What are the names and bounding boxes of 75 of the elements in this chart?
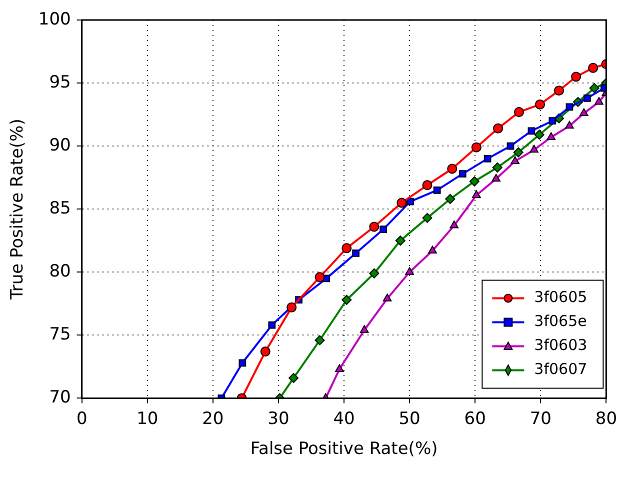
point: [506, 142, 514, 150]
y-tick-label: 70: [49, 388, 71, 408]
point: [513, 147, 524, 158]
point: [286, 302, 297, 312]
x-tick-label: 0: [76, 408, 88, 429]
y-tick-label: 100: [38, 9, 71, 30]
x-tick-label: 70: [530, 408, 552, 429]
x-tick-label: 60: [464, 408, 486, 429]
y-tick-label: 85: [49, 198, 71, 219]
point: [534, 99, 545, 110]
point: [396, 198, 407, 208]
y-axis-title: True Positive Rate(%): [8, 118, 28, 301]
point: [566, 103, 574, 111]
x-tick-label: 50: [398, 408, 420, 429]
point: [492, 162, 502, 172]
point: [360, 325, 369, 333]
point: [369, 222, 380, 232]
y-tick-label: 80: [49, 262, 71, 282]
point: [528, 127, 536, 135]
x-tick-label: 30: [268, 408, 290, 429]
point: [238, 359, 246, 367]
point: [583, 94, 591, 102]
point: [288, 373, 299, 384]
point: [469, 176, 480, 186]
point: [458, 170, 466, 178]
point: [450, 220, 459, 228]
point: [260, 346, 270, 357]
point: [422, 180, 432, 190]
point: [342, 294, 352, 305]
point: [382, 294, 392, 302]
point: [580, 108, 588, 116]
point: [548, 117, 556, 125]
point: [268, 321, 276, 329]
point: [588, 62, 598, 73]
point: [514, 107, 524, 118]
point: [314, 272, 325, 282]
point: [314, 335, 325, 346]
point: [428, 246, 437, 254]
x-tick-label: 10: [136, 408, 158, 429]
y-tick-label: 90: [49, 135, 71, 156]
point: [335, 364, 344, 372]
legend-label: 3f0605: [534, 288, 588, 306]
point: [546, 132, 556, 140]
x-tick-label: 20: [202, 408, 224, 429]
point: [422, 212, 432, 223]
legend-label: 3f065e: [534, 312, 587, 330]
point: [565, 120, 574, 129]
point: [594, 96, 604, 105]
point: [554, 86, 564, 96]
y-tick-label: 75: [49, 324, 71, 345]
point: [534, 130, 544, 140]
point: [447, 164, 458, 174]
point: [445, 194, 456, 204]
x-tick-label: 80: [595, 408, 618, 429]
point: [492, 174, 500, 182]
point: [395, 236, 406, 246]
point: [352, 250, 360, 257]
x-axis-title: False Positive Rate(%): [250, 439, 438, 460]
point: [571, 72, 582, 82]
point: [380, 226, 388, 233]
legend-label: 3f0607: [534, 360, 588, 378]
legend-label: 3f0603: [534, 336, 588, 354]
point: [342, 243, 352, 254]
point: [433, 186, 441, 194]
point: [530, 144, 538, 153]
point: [589, 83, 600, 94]
point: [471, 142, 482, 152]
y-tick-label: 95: [49, 72, 71, 92]
point: [510, 156, 520, 164]
point: [369, 268, 380, 278]
point: [484, 154, 492, 162]
point: [472, 190, 481, 198]
x-tick-label: 40: [333, 408, 355, 429]
point: [405, 267, 414, 275]
point: [493, 123, 504, 134]
